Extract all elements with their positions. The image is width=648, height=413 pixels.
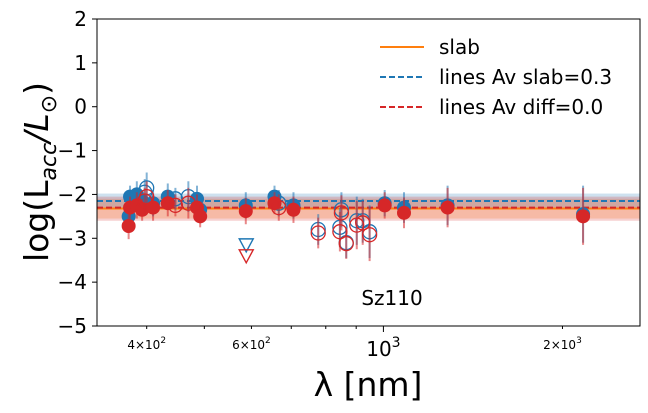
y-axis-label: log(Lacc/L⊙) (17, 82, 62, 262)
annotation-label: Sz110 (361, 286, 422, 310)
point-upper-limit-red (238, 249, 255, 265)
point-upper-limit-blue (238, 238, 255, 254)
x-axis-label: λ [nm] (314, 365, 423, 404)
y-tick-label: −3 (58, 226, 87, 250)
point-red (377, 198, 392, 213)
data-points (121, 172, 591, 265)
point-red (238, 204, 253, 219)
y-tick-label: −2 (58, 182, 87, 206)
point-open-red (333, 205, 350, 221)
x-tick-label: 103 (366, 335, 400, 361)
x-tick-label: 6×102 (232, 336, 271, 352)
y-tick-label: 0 (74, 95, 87, 119)
point-red (121, 219, 136, 234)
x-tick-label: 2×103 (543, 336, 582, 352)
point-open-red (338, 235, 354, 252)
point-open-red (310, 225, 326, 241)
y-tick-label: −1 (58, 139, 87, 163)
legend-label-0: slab (439, 35, 480, 59)
axes: 2 1 0 −1 −2 −3 −4 −5 4×102 6×102 103 2×103 (58, 7, 582, 361)
point-red (286, 202, 301, 217)
point-open-red (271, 199, 287, 216)
legend: slab lines Av slab=0.3 lines Av diff=0.0 (380, 35, 612, 119)
y-tick-label: 2 (74, 7, 87, 31)
legend-label-1: lines Av slab=0.3 (439, 65, 612, 89)
legend-label-2: lines Av diff=0.0 (439, 95, 603, 119)
point-red (193, 209, 208, 224)
plot-frame (96, 18, 641, 327)
point-red (440, 200, 455, 215)
y-tick-label: −4 (58, 270, 87, 294)
y-tick-label: 1 (74, 51, 87, 75)
x-tick-label: 4×102 (127, 336, 166, 352)
point-red (397, 205, 412, 220)
point-red (576, 209, 591, 224)
y-tick-label: −5 (58, 314, 87, 338)
point-open-red (167, 197, 184, 214)
point-red (146, 200, 161, 215)
point-open-red (361, 227, 378, 243)
